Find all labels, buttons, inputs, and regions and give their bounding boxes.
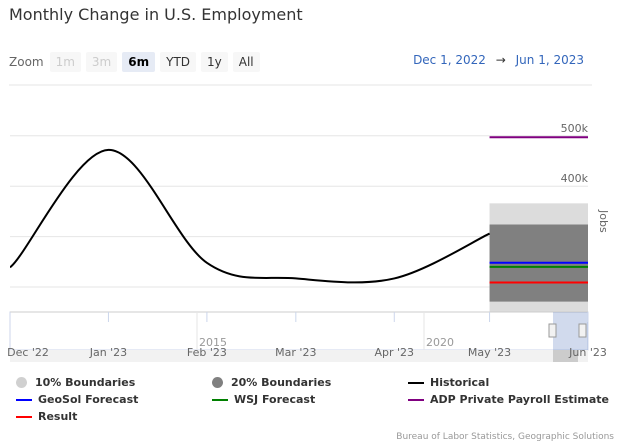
date-range: Dec 1, 2022 → Jun 1, 2023 bbox=[413, 53, 584, 67]
chart-title: Monthly Change in U.S. Employment bbox=[9, 5, 303, 24]
legend-item-wsj[interactable]: WSJ Forecast bbox=[212, 393, 315, 406]
y-axis-title: Jobs bbox=[597, 209, 610, 233]
zoom-label: Zoom bbox=[9, 55, 44, 69]
line-icon bbox=[408, 381, 424, 384]
legend-item-band20[interactable]: 20% Boundaries bbox=[212, 376, 331, 389]
legend-label: Historical bbox=[430, 376, 490, 389]
circle-icon bbox=[212, 377, 223, 388]
zoom-ytd-button[interactable]: YTD bbox=[160, 52, 197, 72]
legend-label: WSJ Forecast bbox=[234, 393, 316, 406]
y-tick-label: 400k bbox=[561, 172, 589, 185]
legend-label: 20% Boundaries bbox=[231, 376, 332, 389]
navigator-label: 2015 bbox=[199, 336, 227, 349]
x-tick-label: Jan '23 bbox=[89, 346, 127, 359]
x-tick-label: Jun '23 bbox=[568, 346, 607, 359]
credit[interactable]: Bureau of Labor Statistics, Geographic S… bbox=[396, 432, 614, 442]
legend-item-historical[interactable]: Historical bbox=[408, 376, 489, 389]
y-tick-label: 500k bbox=[561, 122, 589, 135]
legend-item-adp[interactable]: ADP Private Payroll Estimate bbox=[408, 393, 609, 406]
scrollbar-thumb[interactable] bbox=[553, 350, 578, 362]
legend-label: ADP Private Payroll Estimate bbox=[430, 393, 610, 406]
navigator-label: 2020 bbox=[426, 336, 454, 349]
legend-label: GeoSol Forecast bbox=[38, 393, 139, 406]
x-tick-label: Feb '23 bbox=[187, 346, 227, 359]
x-tick-label: Apr '23 bbox=[374, 346, 414, 359]
zoom-1m-button[interactable]: 1m bbox=[49, 52, 81, 72]
navigator bbox=[9, 311, 589, 351]
line-icon bbox=[16, 415, 32, 418]
x-tick-label: Mar '23 bbox=[275, 346, 316, 359]
historical-line bbox=[10, 148, 490, 284]
legend-item-geosol[interactable]: GeoSol Forecast bbox=[16, 393, 138, 406]
zoom-all-button[interactable]: All bbox=[232, 52, 260, 72]
legend-item-band10[interactable]: 10% Boundaries bbox=[16, 376, 135, 389]
line-icon bbox=[16, 398, 32, 401]
scrollbar-track[interactable] bbox=[10, 350, 588, 362]
line-icon bbox=[212, 398, 228, 401]
legend-label: 10% Boundaries bbox=[35, 376, 136, 389]
zoom-selector: Zoom 1m 3m 6m YTD 1y All bbox=[9, 52, 265, 72]
x-tick-label: Dec '22 bbox=[7, 346, 49, 359]
line-icon bbox=[408, 398, 424, 401]
zoom-6m-button[interactable]: 6m bbox=[122, 52, 156, 72]
range-arrow: → bbox=[495, 53, 506, 67]
navigator-handle[interactable] bbox=[578, 323, 587, 338]
legend-label: Result bbox=[38, 410, 78, 423]
zoom-1y-button[interactable]: 1y bbox=[201, 52, 228, 72]
navigator-handle[interactable] bbox=[548, 323, 557, 338]
range-from[interactable]: Dec 1, 2022 bbox=[413, 53, 486, 67]
x-tick-label: May '23 bbox=[468, 346, 511, 359]
legend-item-result[interactable]: Result bbox=[16, 410, 77, 423]
zoom-3m-button[interactable]: 3m bbox=[85, 52, 118, 72]
range-to[interactable]: Jun 1, 2023 bbox=[515, 53, 584, 67]
circle-icon bbox=[16, 377, 27, 388]
